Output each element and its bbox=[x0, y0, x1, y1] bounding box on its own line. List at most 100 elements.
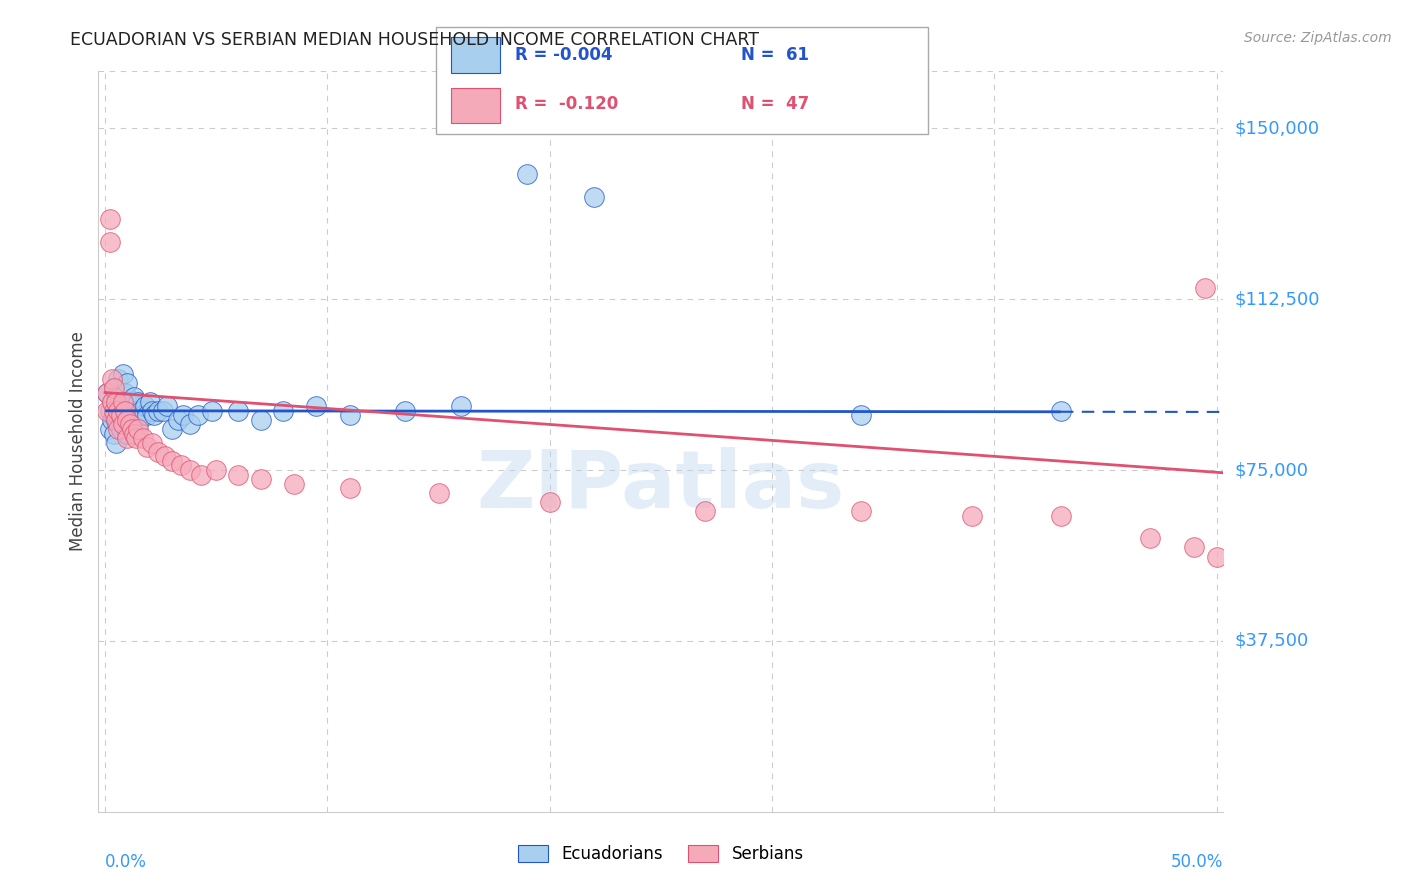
Ecuadorians bbox=[450, 399, 472, 413]
Ecuadorians bbox=[110, 385, 132, 400]
Text: $112,500: $112,500 bbox=[1234, 290, 1320, 308]
Serbians bbox=[105, 394, 128, 409]
Serbians bbox=[105, 413, 128, 427]
Text: ECUADORIAN VS SERBIAN MEDIAN HOUSEHOLD INCOME CORRELATION CHART: ECUADORIAN VS SERBIAN MEDIAN HOUSEHOLD I… bbox=[70, 31, 759, 49]
FancyBboxPatch shape bbox=[436, 27, 928, 134]
Serbians bbox=[169, 458, 191, 473]
Serbians bbox=[960, 508, 983, 523]
Ecuadorians bbox=[103, 426, 125, 441]
Ecuadorians bbox=[127, 394, 149, 409]
Serbians bbox=[179, 463, 201, 477]
Ecuadorians bbox=[105, 435, 128, 450]
Ecuadorians bbox=[179, 417, 201, 432]
Ecuadorians bbox=[148, 404, 170, 418]
Ecuadorians bbox=[114, 385, 136, 400]
Ecuadorians bbox=[105, 390, 128, 404]
Ecuadorians bbox=[134, 399, 156, 413]
Text: 0.0%: 0.0% bbox=[105, 853, 148, 871]
Ecuadorians bbox=[583, 189, 606, 203]
Ecuadorians bbox=[516, 167, 538, 181]
Ecuadorians bbox=[305, 399, 328, 413]
Y-axis label: Median Household Income: Median Household Income bbox=[69, 332, 87, 551]
Serbians bbox=[249, 472, 271, 486]
Ecuadorians bbox=[121, 417, 143, 432]
Text: R = -0.004: R = -0.004 bbox=[515, 46, 612, 64]
Serbians bbox=[122, 426, 145, 441]
Ecuadorians bbox=[152, 404, 174, 418]
Ecuadorians bbox=[201, 404, 224, 418]
Serbians bbox=[125, 431, 148, 445]
Ecuadorians bbox=[117, 426, 139, 441]
Serbians bbox=[141, 435, 163, 450]
Serbians bbox=[538, 495, 561, 509]
Serbians bbox=[103, 381, 125, 395]
Serbians bbox=[160, 454, 183, 468]
Ecuadorians bbox=[100, 394, 122, 409]
Ecuadorians bbox=[111, 394, 134, 409]
Text: N =  47: N = 47 bbox=[741, 95, 810, 113]
Serbians bbox=[190, 467, 212, 482]
Ecuadorians bbox=[103, 409, 125, 423]
Serbians bbox=[107, 422, 129, 436]
Ecuadorians bbox=[114, 409, 136, 423]
Ecuadorians bbox=[143, 409, 166, 423]
Serbians bbox=[132, 431, 155, 445]
Text: ZIPatlas: ZIPatlas bbox=[477, 447, 845, 525]
Serbians bbox=[100, 372, 122, 386]
Serbians bbox=[427, 485, 450, 500]
Serbians bbox=[110, 409, 132, 423]
Text: $37,500: $37,500 bbox=[1234, 632, 1309, 650]
Ecuadorians bbox=[138, 394, 160, 409]
Ecuadorians bbox=[129, 404, 152, 418]
Serbians bbox=[228, 467, 250, 482]
Serbians bbox=[118, 417, 141, 432]
Ecuadorians bbox=[127, 417, 149, 432]
Serbians bbox=[127, 422, 149, 436]
Serbians bbox=[205, 463, 228, 477]
Ecuadorians bbox=[172, 409, 194, 423]
Serbians bbox=[103, 404, 125, 418]
Ecuadorians bbox=[96, 385, 118, 400]
Ecuadorians bbox=[122, 409, 145, 423]
Ecuadorians bbox=[122, 390, 145, 404]
Ecuadorians bbox=[103, 381, 125, 395]
FancyBboxPatch shape bbox=[450, 37, 501, 73]
Ecuadorians bbox=[271, 404, 294, 418]
Ecuadorians bbox=[228, 404, 250, 418]
Ecuadorians bbox=[100, 413, 122, 427]
Ecuadorians bbox=[111, 368, 134, 382]
Ecuadorians bbox=[141, 404, 163, 418]
Ecuadorians bbox=[118, 413, 141, 427]
Ecuadorians bbox=[187, 409, 209, 423]
Legend: Ecuadorians, Serbians: Ecuadorians, Serbians bbox=[512, 838, 810, 870]
Ecuadorians bbox=[98, 422, 121, 436]
Ecuadorians bbox=[111, 417, 134, 432]
Ecuadorians bbox=[118, 394, 141, 409]
Ecuadorians bbox=[110, 404, 132, 418]
Ecuadorians bbox=[125, 404, 148, 418]
Serbians bbox=[98, 212, 121, 227]
Serbians bbox=[117, 413, 139, 427]
Serbians bbox=[283, 476, 305, 491]
Ecuadorians bbox=[167, 413, 190, 427]
Serbians bbox=[1194, 281, 1216, 295]
Serbians bbox=[148, 444, 170, 458]
Serbians bbox=[1050, 508, 1073, 523]
Serbians bbox=[117, 431, 139, 445]
Serbians bbox=[1205, 549, 1227, 564]
Serbians bbox=[121, 422, 143, 436]
Serbians bbox=[96, 385, 118, 400]
Serbians bbox=[695, 504, 717, 518]
Serbians bbox=[153, 450, 176, 464]
Ecuadorians bbox=[117, 404, 139, 418]
Ecuadorians bbox=[98, 404, 121, 418]
Text: 50.0%: 50.0% bbox=[1171, 853, 1223, 871]
Serbians bbox=[107, 404, 129, 418]
Serbians bbox=[100, 394, 122, 409]
Text: R =  -0.120: R = -0.120 bbox=[515, 95, 617, 113]
Serbians bbox=[136, 440, 159, 454]
Ecuadorians bbox=[394, 404, 416, 418]
Ecuadorians bbox=[156, 399, 179, 413]
Serbians bbox=[96, 404, 118, 418]
Serbians bbox=[1182, 541, 1205, 555]
